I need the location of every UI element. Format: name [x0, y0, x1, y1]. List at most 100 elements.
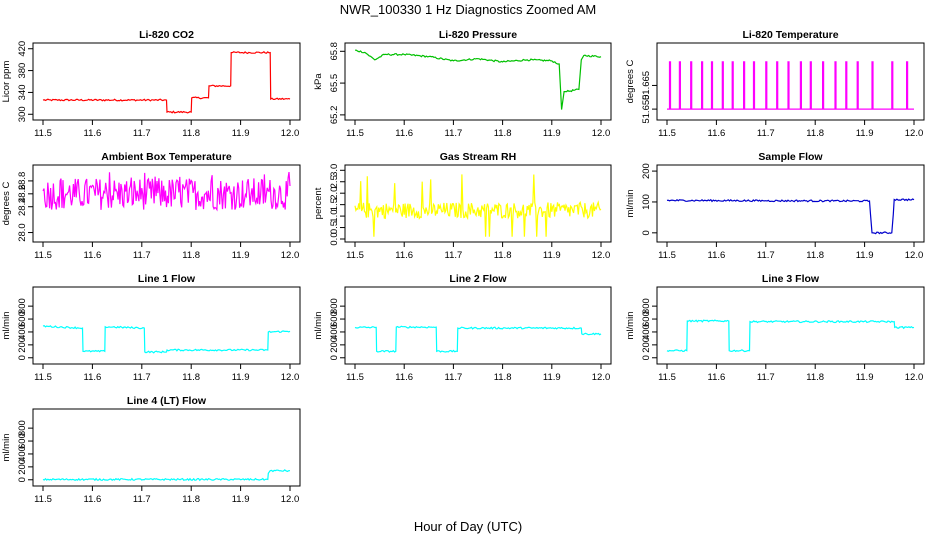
x-tick-label: 11.6	[708, 250, 726, 261]
y-tick-label: 0.5	[329, 221, 340, 234]
x-tick-label: 11.7	[133, 494, 151, 505]
x-tick-label: 11.6	[395, 372, 413, 383]
x-tick-label: 11.6	[84, 372, 102, 383]
y-tick-label: 400	[329, 324, 340, 340]
y-tick-label: 600	[17, 433, 28, 449]
y-tick-label: 3.0	[329, 164, 340, 177]
x-tick-label: 11.9	[232, 372, 250, 383]
panel-7: Line 1 Flow 11.5 11.6 11.7 11.8 11.9 12.0 0 2004…	[1, 273, 301, 383]
plot-frame	[344, 286, 612, 365]
x-tick-label: 11.8	[182, 372, 200, 383]
x-tick-label: 12.0	[592, 372, 611, 383]
y-tick-label: 100	[641, 194, 652, 210]
x-tick-label: 11.6	[395, 128, 413, 139]
panel-2: Li-820 Pressure 11.5 11.6 11.7 11.8 11.9 12.0 6…	[313, 29, 612, 139]
x-tick-label: 12.0	[905, 128, 924, 139]
figure-title: NWR_100330 1 Hz Diagnostics Zoomed AM	[340, 2, 597, 17]
x-tick-label: 11.8	[182, 128, 200, 139]
y-tick-label: 200	[641, 337, 652, 353]
x-tick-label: 11.9	[232, 494, 250, 505]
panel-title: Line 2 Flow	[449, 273, 507, 285]
y-axis-label: ml/min	[625, 190, 636, 218]
x-tick-label: 11.5	[346, 250, 364, 261]
panel-title: Line 4 (LT) Flow	[127, 395, 207, 407]
x-tick-label: 11.9	[543, 372, 561, 383]
x-tick-label: 11.6	[84, 128, 102, 139]
panel-title: Gas Stream RH	[440, 151, 516, 163]
y-tick-label: 0.0	[329, 232, 340, 245]
x-tick-label: 11.8	[182, 494, 200, 505]
panel-title: Li-820 CO2	[139, 29, 194, 41]
series-line	[354, 174, 602, 237]
x-tick-label: 11.8	[494, 128, 512, 139]
y-axis-label: degrees C	[625, 59, 636, 103]
y-tick-label: 1.0	[329, 209, 340, 222]
y-axis-label: Licor ppm	[1, 61, 12, 103]
x-tick-label: 11.7	[133, 250, 151, 261]
x-tick-label: 11.7	[133, 372, 151, 383]
y-tick-label: 0	[641, 230, 652, 235]
y-tick-label: 600	[329, 311, 340, 327]
x-tick-label: 11.5	[658, 250, 676, 261]
y-tick-label: 51.650	[641, 95, 652, 124]
series-line	[666, 319, 915, 353]
x-tick-label: 11.9	[856, 128, 874, 139]
y-axis-label: ml/min	[625, 312, 636, 340]
panel-3: Li-820 Temperature 11.5 11.6 11.7 11.8 11.9 12…	[625, 29, 925, 139]
x-tick-label: 11.6	[395, 250, 413, 261]
plot-frame	[656, 42, 925, 121]
x-tick-label: 12.0	[592, 250, 611, 261]
y-axis-label: ml/min	[1, 312, 12, 340]
panels-group: Li-820 CO2 11.5 11.6 11.7 11.8 11.9 12.0 300 340…	[1, 29, 925, 505]
panel-9: Line 3 Flow 11.5 11.6 11.7 11.8 11.9 12.0 0 2004…	[625, 273, 925, 383]
y-tick-label: 28.4	[17, 197, 28, 216]
x-tick-label: 11.8	[806, 372, 824, 383]
x-tick-label: 11.8	[494, 372, 512, 383]
y-tick-label: 65.2	[329, 106, 340, 125]
series-line	[42, 172, 291, 212]
plot-frame	[656, 164, 925, 243]
y-tick-label: 2.0	[329, 187, 340, 200]
x-tick-label: 11.5	[658, 372, 676, 383]
y-tick-label: 800	[17, 298, 28, 314]
x-tick-label: 11.8	[806, 128, 824, 139]
x-tick-label: 11.6	[708, 372, 726, 383]
y-axis-label: ml/min	[313, 312, 324, 340]
x-tick-label: 11.5	[34, 372, 52, 383]
y-tick-label: 600	[17, 311, 28, 327]
panel-title: Li-820 Pressure	[439, 29, 517, 41]
x-tick-label: 11.6	[84, 494, 102, 505]
y-tick-label: 200	[641, 163, 652, 179]
x-tick-label: 11.5	[346, 128, 364, 139]
x-tick-label: 11.7	[757, 250, 775, 261]
x-tick-label: 11.7	[133, 128, 151, 139]
x-tick-label: 11.6	[84, 250, 102, 261]
x-tick-label: 11.5	[34, 128, 52, 139]
y-tick-label: 51.665	[641, 71, 652, 100]
series-line	[354, 325, 602, 353]
y-tick-label: 1.5	[329, 198, 340, 211]
panel-10: Line 4 (LT) Flow 11.5 11.6 11.7 11.8 11.9 12.0…	[1, 395, 301, 505]
x-tick-label: 12.0	[905, 250, 924, 261]
y-tick-label: 380	[17, 63, 28, 79]
y-tick-label: 400	[17, 446, 28, 462]
series-line	[666, 198, 915, 235]
x-tick-label: 12.0	[281, 372, 300, 383]
y-axis-label: percent	[313, 187, 324, 219]
x-tick-label: 11.6	[708, 128, 726, 139]
figure-xlabel: Hour of Day (UTC)	[414, 519, 522, 534]
x-tick-label: 12.0	[281, 128, 300, 139]
x-tick-label: 11.5	[34, 494, 52, 505]
y-axis-label: kPa	[313, 73, 324, 90]
x-tick-label: 11.7	[445, 128, 463, 139]
plot-frame	[32, 408, 301, 487]
y-tick-label: 28.8	[17, 172, 28, 191]
panel-title: Line 3 Flow	[762, 273, 820, 285]
x-tick-label: 11.8	[494, 250, 512, 261]
y-tick-label: 200	[17, 459, 28, 475]
y-tick-label: 300	[17, 106, 28, 122]
panel-6: Sample Flow 11.5 11.6 11.7 11.8 11.9 12.0 0 100 2…	[625, 151, 925, 261]
x-tick-label: 11.9	[543, 128, 561, 139]
y-tick-label: 800	[641, 298, 652, 314]
